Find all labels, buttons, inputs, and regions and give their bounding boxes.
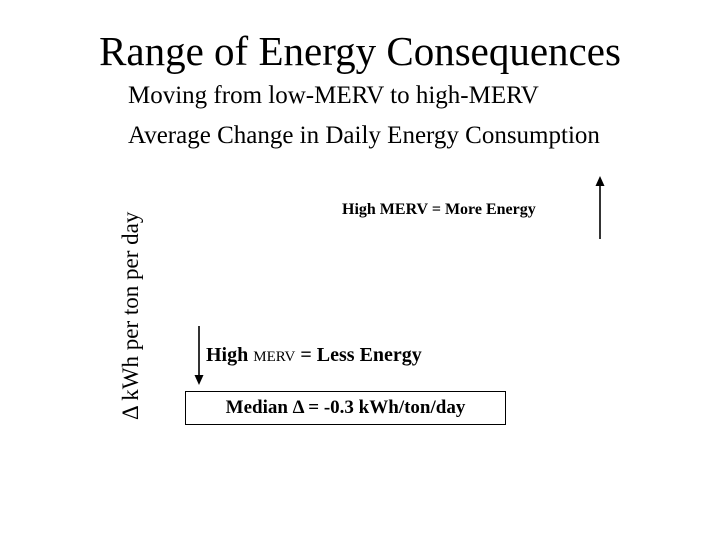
less-energy-merv: MERV [253,349,296,365]
median-label: Median Δ = -0.3 kWh/ton/day [225,397,466,418]
less-energy-prefix: High [206,344,254,366]
more-energy-label: High MERV = More Energy [342,201,536,218]
down-arrow-icon [194,326,204,385]
up-arrow-icon [595,176,605,239]
slide-title: Range of Energy Consequences [99,28,621,74]
chart-title: Average Change in Daily Energy Consumpti… [128,122,600,149]
less-energy-suffix: = Less Energy [295,344,422,366]
median-box: Median Δ = -0.3 kWh/ton/day [185,391,506,425]
slide-subtitle: Moving from low-MERV to high-MERV [128,82,539,109]
less-energy-label: High MERV = Less Energy [206,342,422,370]
